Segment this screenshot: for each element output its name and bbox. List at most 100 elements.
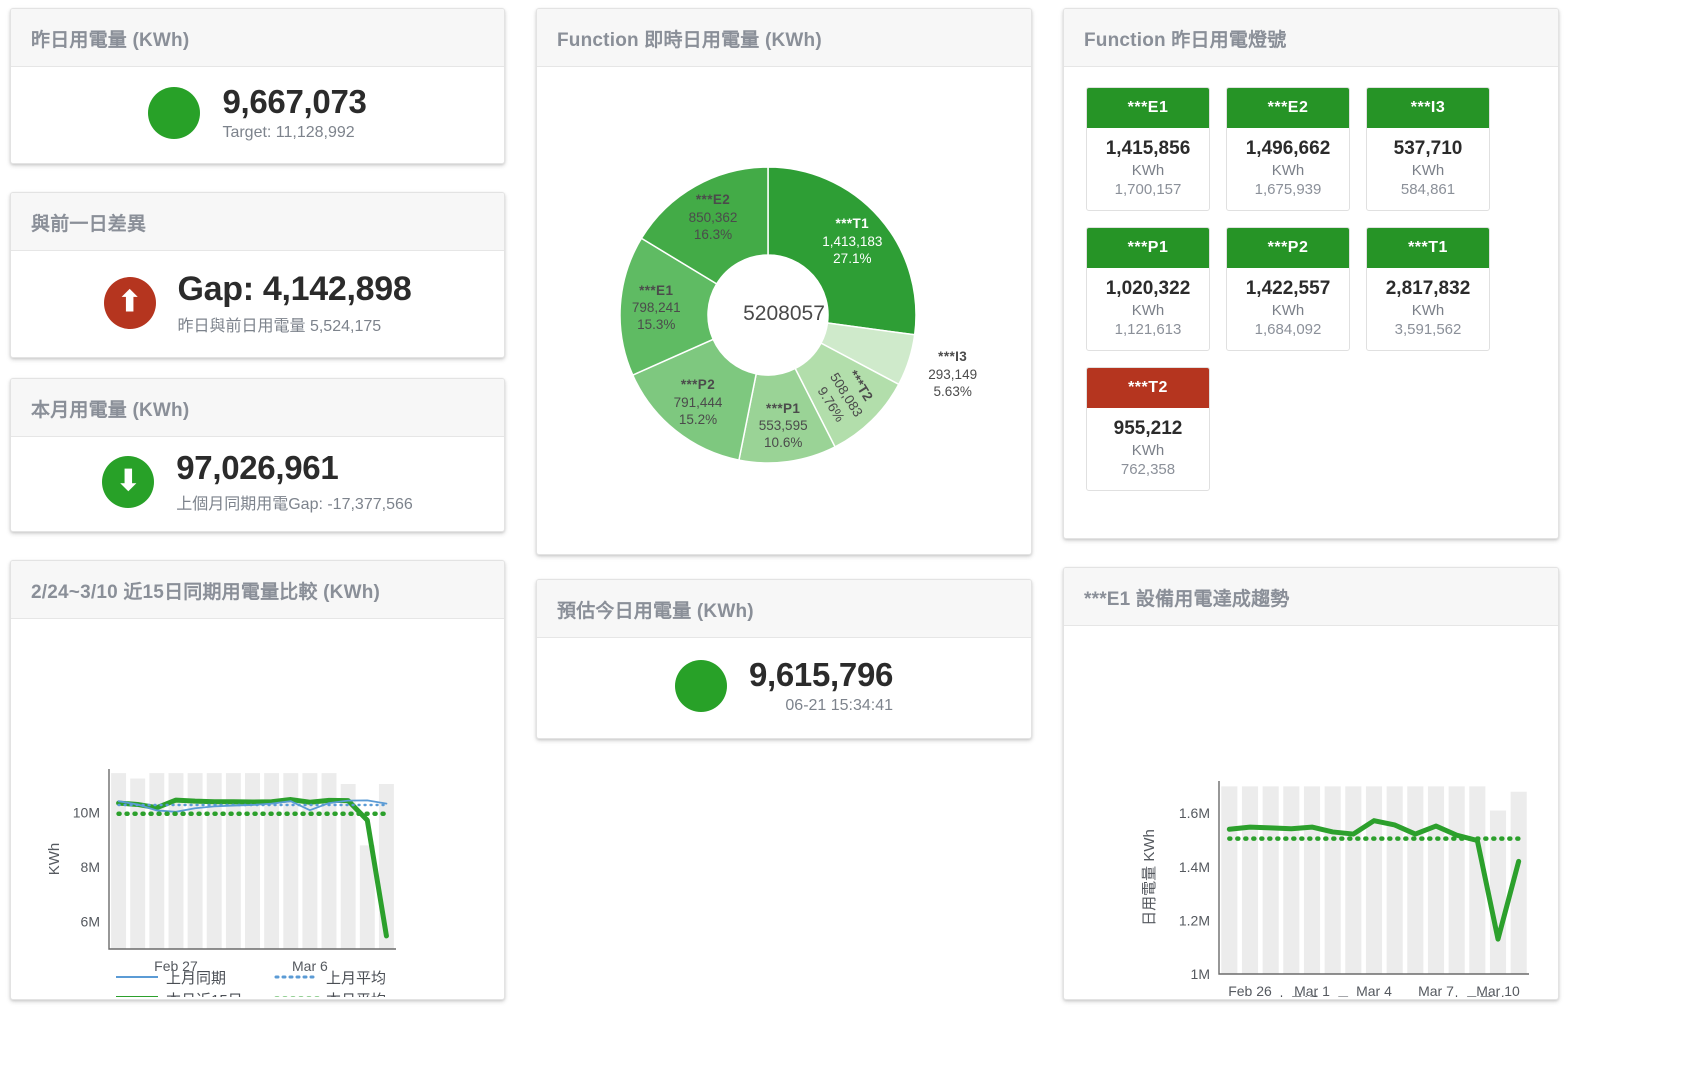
target-bar <box>1386 786 1403 974</box>
donut-svg <box>619 166 917 464</box>
signal-tile[interactable]: ***T1 2,817,832 KWh 3,591,562 <box>1366 227 1490 351</box>
y-tick-label: 10M <box>73 805 100 821</box>
target-bar <box>1221 786 1238 974</box>
donut-chart: 5208057 ***T1 1,413,183 27.1% ***I3 293,149 5… <box>537 67 1031 552</box>
target-bar <box>1448 786 1465 974</box>
y-axis-title: KWh <box>46 843 63 876</box>
kpi-text-block: 9,667,073 Target: 11,128,992 <box>222 83 366 142</box>
legend-item[interactable]: 本月平均 <box>273 992 386 999</box>
card-title-day-over-day-gap: 與前一日差異 <box>11 193 504 251</box>
x-tick-label: Mar 4 <box>1356 983 1392 997</box>
y-tick-label: 6M <box>81 914 100 930</box>
target-bar <box>1283 786 1300 974</box>
legend-label: 本月平均 <box>1449 995 1509 997</box>
signal-tile-target: 762,358 <box>1120 461 1176 478</box>
kpi-value: 9,615,796 <box>748 656 894 694</box>
target-bar <box>1324 786 1341 974</box>
target-bar <box>168 773 184 949</box>
signal-tile[interactable]: ***E1 1,415,856 KWh 1,700,157 <box>1086 87 1210 211</box>
signal-tile-value: 1,415,856 <box>1105 138 1191 159</box>
kpi-value: 97,026,961 <box>176 449 339 487</box>
signal-tile-unit: KWh <box>1411 162 1445 179</box>
donut-slice[interactable] <box>619 237 718 377</box>
signal-tile[interactable]: ***I3 537,710 KWh 584,861 <box>1366 87 1490 211</box>
signal-tile-unit: KWh <box>1131 162 1165 179</box>
legend-label: 上月同期 <box>166 970 226 987</box>
target-bar <box>111 773 127 949</box>
target-bar <box>1489 810 1507 974</box>
target-bar <box>321 773 337 949</box>
kpi-estimate-today: 9,615,796 06-21 15:34:41 <box>537 638 1031 734</box>
target-bar <box>130 778 146 949</box>
signal-tile-name: ***T1 <box>1367 228 1489 268</box>
legend-item[interactable]: 上月同期 <box>116 970 226 987</box>
signal-tile-value: 955,212 <box>1113 418 1183 439</box>
kpi-text-block: 9,615,796 06-21 15:34:41 <box>748 656 894 715</box>
card-title-e1-trend: ***E1 設備用電達成趨勢 <box>1064 568 1558 626</box>
kpi-subtext: 昨日與前日用電量 5,524,175 <box>177 317 382 335</box>
target-bar <box>206 773 222 949</box>
legend-item[interactable]: 本月平均 <box>1399 995 1509 999</box>
signal-tile-name: ***P1 <box>1087 228 1209 268</box>
status-circle-icon <box>148 87 201 139</box>
kpi-subtext: 上個月同期用電Gap: -17,377,566 <box>176 495 413 513</box>
signal-tile[interactable]: ***P1 1,020,322 KWh 1,121,613 <box>1086 227 1210 351</box>
target-bar <box>1241 786 1259 974</box>
x-tick-label: Mar 10 <box>1476 983 1520 997</box>
signal-tile-value: 537,710 <box>1393 138 1463 159</box>
kpi-subtext: Target: 11,128,992 <box>222 123 355 141</box>
card-title-realtime-donut: Function 即時日用電量 (KWh) <box>537 9 1031 67</box>
y-tick-label: 1.2M <box>1179 912 1210 928</box>
donut-slice[interactable] <box>640 166 769 285</box>
target-bar <box>1407 786 1424 974</box>
signal-tile-target: 1,675,939 <box>1254 181 1322 198</box>
card-realtime-donut: Function 即時日用電量 (KWh) 5208057 ***T1 1,413… <box>536 8 1032 555</box>
signal-tile-target: 584,861 <box>1400 181 1456 198</box>
signal-tile-value: 2,817,832 <box>1385 278 1471 299</box>
signal-tile-name: ***T2 <box>1087 368 1209 408</box>
x-tick-label: Feb 26 <box>1228 983 1272 997</box>
signal-tile-target: 1,700,157 <box>1114 181 1182 198</box>
card-title-compare-15day: 2/24~3/10 近15日同期用電量比較 (KWh) <box>11 561 504 619</box>
signal-tile-target: 3,591,562 <box>1394 321 1462 338</box>
kpi-month-usage: ⬇ 97,026,961 上個月同期用電Gap: -17,377,566 <box>11 437 504 527</box>
target-bar <box>225 773 241 949</box>
x-tick-label: Feb 27 <box>154 958 198 974</box>
card-signal-panel: Function 昨日用電燈號 ***E1 1,415,856 KWh 1,700,1… <box>1063 8 1559 539</box>
signal-tile-unit: KWh <box>1271 302 1305 319</box>
target-bar <box>340 784 356 949</box>
signal-tile[interactable]: ***T2 955,212 KWh 762,358 <box>1086 367 1210 491</box>
target-bar <box>149 773 165 949</box>
status-circle-icon <box>674 660 727 712</box>
kpi-value: Gap: 4,142,898 <box>177 270 412 309</box>
target-bar <box>264 773 280 949</box>
y-tick-label: 1M <box>1191 966 1210 982</box>
line-chart-svg: 1M 1.2M 1.4M 1.6M Feb 26 Mar 1 Mar 4 Mar 7 Mar 1… <box>1141 781 1529 999</box>
signal-tile[interactable]: ***E2 1,496,662 KWh 1,675,939 <box>1226 87 1350 211</box>
card-month-usage: 本月用電量 (KWh) ⬇ 97,026,961 上個月同期用電Gap: -17… <box>10 378 505 532</box>
signal-tile-target: 1,684,092 <box>1254 321 1322 338</box>
card-estimate-today: 預估今日用電量 (KWh) 9,615,796 06-21 15:34:41 <box>536 579 1032 739</box>
legend-label: 上月平均 <box>326 970 386 987</box>
card-compare-15day: 2/24~3/10 近15日同期用電量比較 (KWh) 6M 8M 10M Feb 2… <box>10 560 505 1000</box>
signal-tile-grid: ***E1 1,415,856 KWh 1,700,157 ***E2 1,496,662… <box>1082 81 1540 497</box>
target-bar <box>1345 786 1362 974</box>
kpi-day-over-day-gap: ⬆ Gap: 4,142,898 昨日與前日用電量 5,524,175 <box>11 251 504 355</box>
x-tick-label: Mar 7 <box>1418 983 1454 997</box>
card-title-yesterday-usage: 昨日用電量 (KWh) <box>11 9 504 67</box>
target-bar <box>283 773 299 949</box>
chart-axes <box>1218 781 1529 975</box>
donut-slice[interactable] <box>631 338 758 461</box>
signal-tile-name: ***E2 <box>1227 88 1349 128</box>
legend-item[interactable]: 本月近15日 <box>116 992 243 999</box>
donut-slice[interactable] <box>767 166 917 336</box>
legend-item[interactable]: 上月平均 <box>274 970 386 987</box>
signal-tile[interactable]: ***P2 1,422,557 KWh 1,684,092 <box>1226 227 1350 351</box>
legend-label: 本月近15日 <box>1274 995 1351 997</box>
arrow-up-glyph: ⬆ <box>116 285 143 319</box>
legend-label: 本月近15日 <box>166 992 243 997</box>
arrow-down-glyph: ⬇ <box>115 464 141 498</box>
signal-tile-value: 1,020,322 <box>1105 278 1191 299</box>
x-tick-label: Mar 1 <box>1294 983 1330 997</box>
target-bar <box>359 845 375 949</box>
